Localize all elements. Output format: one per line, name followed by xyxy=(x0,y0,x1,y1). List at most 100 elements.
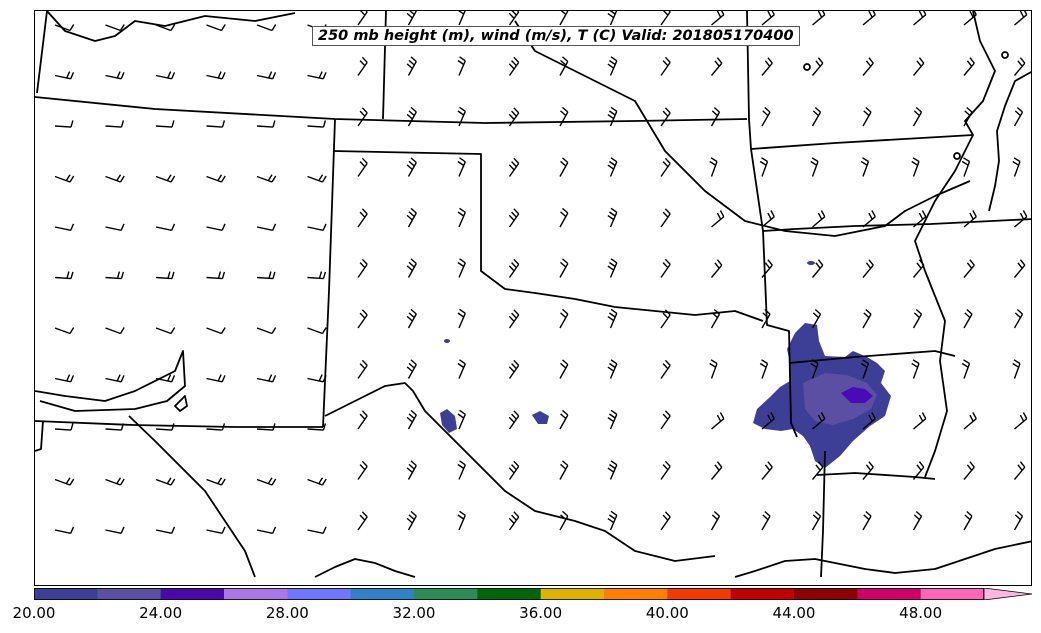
wind-barb xyxy=(256,477,277,486)
wind-barb xyxy=(508,309,520,329)
wind-barb xyxy=(761,510,771,531)
wind-barb xyxy=(508,410,520,430)
map-title: 250 mb height (m), wind (m/s), T (C) Val… xyxy=(312,26,800,46)
wind-barb xyxy=(607,106,618,127)
colorbar-bin xyxy=(857,588,922,600)
wind-barb xyxy=(206,271,226,280)
state-border xyxy=(820,450,826,578)
wind-barb xyxy=(357,56,368,76)
wind-barb xyxy=(761,461,773,480)
wind-barb xyxy=(711,412,725,430)
wind-barb xyxy=(709,157,718,177)
wind-barb xyxy=(206,327,226,335)
colorbar-extension xyxy=(983,588,1033,600)
wind-barb xyxy=(660,511,671,531)
temperature-speck xyxy=(807,261,815,265)
temperature-speck xyxy=(444,339,450,343)
wind-barb xyxy=(155,120,175,128)
colorbar-tick-label: 32.00 xyxy=(392,604,436,622)
wind-barb xyxy=(406,56,417,76)
wind-barb xyxy=(256,71,277,80)
wind-barb xyxy=(607,207,618,228)
wind-barb xyxy=(862,11,876,26)
colorbar-bin xyxy=(414,588,478,600)
wind-barb xyxy=(761,259,773,278)
wind-barb xyxy=(559,11,569,26)
wind-barb xyxy=(862,57,874,76)
temperature-blob-central xyxy=(532,411,549,424)
wind-barb xyxy=(660,359,671,379)
wind-barb xyxy=(457,258,466,278)
wind-barb xyxy=(457,56,466,76)
wind-barb xyxy=(759,359,769,379)
wind-barb xyxy=(607,510,618,531)
coastline xyxy=(314,558,416,578)
wind-barb xyxy=(607,157,618,177)
wind-barb xyxy=(912,106,923,127)
wind-barb xyxy=(761,308,771,329)
wind-barb xyxy=(963,210,977,228)
wind-barb xyxy=(607,56,618,76)
wind-barb xyxy=(660,157,671,177)
wind-barb xyxy=(256,327,277,335)
wind-barb xyxy=(607,460,618,480)
wind-barb xyxy=(559,56,569,76)
wind-barb xyxy=(862,461,874,480)
wind-barb xyxy=(357,511,368,531)
wind-barb xyxy=(710,461,723,480)
wind-barb xyxy=(912,510,923,531)
wind-barb xyxy=(508,359,520,379)
wind-barb xyxy=(54,24,75,32)
wind-barb xyxy=(155,526,176,534)
wind-barb xyxy=(811,106,822,127)
colorbar-bin xyxy=(667,588,732,600)
wind-barb xyxy=(1014,412,1028,430)
river xyxy=(514,20,971,237)
wind-barb xyxy=(660,460,671,480)
wind-barb xyxy=(660,208,671,228)
wind-barb xyxy=(559,258,569,278)
wind-barb xyxy=(155,477,176,486)
colorbar-bin xyxy=(540,588,605,600)
wind-barb xyxy=(710,259,723,278)
wind-barb xyxy=(710,106,721,127)
wind-barb xyxy=(206,71,226,80)
wind-barb xyxy=(155,223,176,231)
wind-barb xyxy=(508,258,520,278)
wind-barb xyxy=(810,359,819,379)
colorbar-tick-label: 24.00 xyxy=(139,604,183,622)
wind-barb xyxy=(54,423,74,431)
wind-barb xyxy=(963,308,973,329)
state-border xyxy=(748,118,798,438)
wind-barb xyxy=(406,308,417,329)
map-canvas xyxy=(35,11,1031,578)
wind-barb xyxy=(457,409,466,430)
wind-barb xyxy=(862,259,874,278)
wind-barb xyxy=(54,374,75,383)
wind-barb xyxy=(457,510,466,531)
coastline xyxy=(734,540,1031,578)
wind-barbs xyxy=(54,11,1028,534)
wind-barb xyxy=(508,208,520,228)
colorbar-bin xyxy=(224,588,288,600)
wind-barb xyxy=(457,157,466,177)
wind-barb xyxy=(812,210,826,228)
wind-barb xyxy=(206,174,226,183)
wind-barb xyxy=(206,477,226,486)
wind-barb xyxy=(812,412,826,430)
wind-barb xyxy=(406,510,417,531)
wind-barb xyxy=(812,11,826,26)
wind-barb xyxy=(357,157,368,177)
wind-barb xyxy=(105,223,125,231)
wind-barb xyxy=(406,207,417,228)
state-border xyxy=(332,150,764,322)
wind-barb xyxy=(307,174,327,183)
wind-barb xyxy=(660,56,671,76)
wind-barb xyxy=(105,120,125,128)
state-border xyxy=(36,11,48,94)
wind-barb xyxy=(105,174,125,183)
wind-barb xyxy=(357,11,368,26)
wind-barb xyxy=(660,410,671,430)
wind-barb xyxy=(911,157,920,177)
wind-barb xyxy=(1013,461,1026,480)
